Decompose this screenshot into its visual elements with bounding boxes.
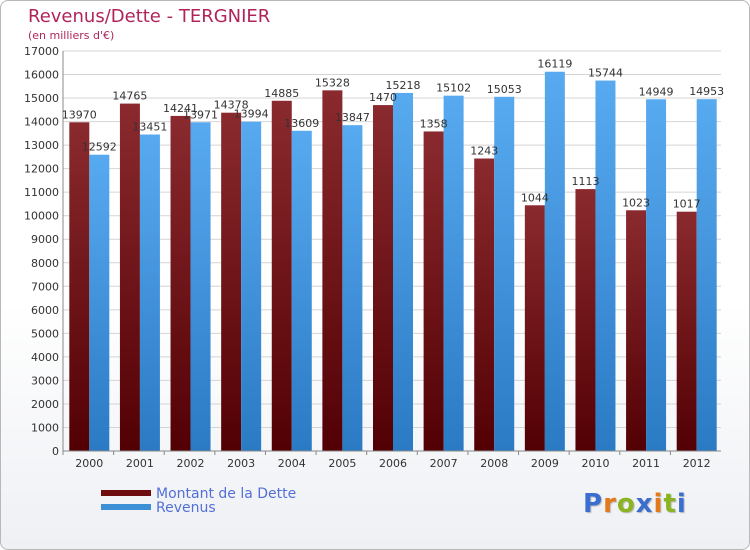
bar-revenus [443,95,464,452]
bar-dette [170,115,191,451]
data-label-dette: 14885 [264,87,299,100]
data-label-revenus: 16119 [537,58,572,71]
x-tick-label: 2006 [379,457,407,470]
x-tick-label: 2012 [683,457,711,470]
logo-letter: P [583,489,604,519]
x-tick-label: 2011 [632,457,660,470]
bar-revenus [494,96,515,451]
bar-dette [69,122,90,451]
logo-letter: i [676,489,687,519]
legend-swatch-dette [101,490,151,496]
bar-dette [423,131,444,451]
data-label-dette: 14765 [112,90,147,103]
bar-dette [524,205,545,451]
x-tick-label: 2000 [75,457,103,470]
x-tick-label: 2007 [430,457,458,470]
logo-letter: o [616,489,636,519]
data-label-revenus: 14953 [689,85,724,98]
bar-revenus [291,130,312,451]
x-tick-label: 2001 [126,457,154,470]
x-tick-label: 2010 [581,457,609,470]
logo-letter: i [653,489,664,519]
data-label-revenus: 13451 [132,121,167,134]
chart-subtitle: (en milliers d'€) [28,29,115,42]
bar-revenus [139,134,160,451]
bar-revenus [393,92,413,451]
data-label-dette: 14241 [163,102,198,115]
data-label-dette: 1470 [369,91,397,104]
y-tick-label: 9000 [31,233,59,246]
bar-revenus [241,121,262,452]
bar-dette [373,105,393,451]
data-label-revenus: 15218 [386,79,421,92]
bar-revenus [190,122,211,451]
y-tick-label: 3000 [31,374,59,387]
y-tick-label: 4000 [31,351,59,364]
y-tick-label: 12000 [24,163,59,176]
bar-dette [322,90,343,451]
bar-revenus [595,80,616,451]
bar-dette [119,103,140,452]
logo-letter: t [663,489,677,519]
data-label-revenus: 15744 [588,67,623,80]
logo-letter: x [635,489,654,519]
data-label-revenus: 13994 [234,108,269,121]
x-tick-label: 2004 [278,457,306,470]
legend-label-revenus: Revenus [156,500,216,516]
y-tick-label: 8000 [31,257,59,270]
x-tick-label: 2005 [328,457,356,470]
x-tick-label: 2002 [177,457,205,470]
y-tick-label: 1000 [31,421,59,434]
bar-dette [575,189,596,451]
y-tick-label: 11000 [24,186,59,199]
data-label-dette: 14378 [214,99,249,112]
y-tick-label: 6000 [31,304,59,317]
y-tick-label: 14000 [24,116,59,129]
logo-letter: r [603,489,617,519]
bar-revenus [696,99,717,451]
bar-dette [221,112,242,451]
data-label-dette: 1243 [470,145,498,158]
data-label-revenus: 12592 [82,141,117,154]
bar-revenus [646,99,667,452]
legend-swatch-revenus [101,504,151,510]
x-tick-label: 2008 [480,457,508,470]
y-tick-label: 5000 [31,327,59,340]
x-tick-label: 2003 [227,457,255,470]
y-tick-label: 0 [52,445,59,458]
data-label-revenus: 14949 [639,85,674,98]
y-tick-label: 2000 [31,398,59,411]
chart-title: Revenus/Dette - TERGNIER [28,6,271,27]
bar-dette [271,100,292,451]
data-label-revenus: 13971 [183,108,218,121]
data-label-revenus: 15053 [487,83,522,96]
bar-revenus [89,154,110,451]
legend-label-dette: Montant de la Dette [156,486,297,502]
bar-revenus [544,71,565,452]
proxiti-logo: Proxiti [583,489,687,519]
y-tick-label: 7000 [31,280,59,293]
y-tick-label: 13000 [24,139,59,152]
y-tick-label: 10000 [24,210,59,223]
bar-dette [626,210,647,451]
data-label-dette: 1017 [673,198,701,211]
data-label-dette: 1023 [622,196,650,209]
data-label-dette: 1044 [521,191,549,204]
data-label-dette: 1113 [571,175,599,188]
bar-dette [474,158,495,451]
data-label-revenus: 13609 [284,117,319,130]
data-label-dette: 13970 [62,108,97,121]
y-tick-label: 15000 [24,92,59,105]
data-label-dette: 1358 [420,117,448,130]
bar-revenus [342,125,363,451]
y-tick-label: 16000 [24,69,59,82]
bar-dette [676,211,697,451]
data-label-revenus: 15102 [436,82,471,95]
x-tick-label: 2009 [531,457,559,470]
y-tick-label: 17000 [24,45,59,58]
data-label-dette: 15328 [315,76,350,89]
data-label-revenus: 13847 [335,111,370,124]
